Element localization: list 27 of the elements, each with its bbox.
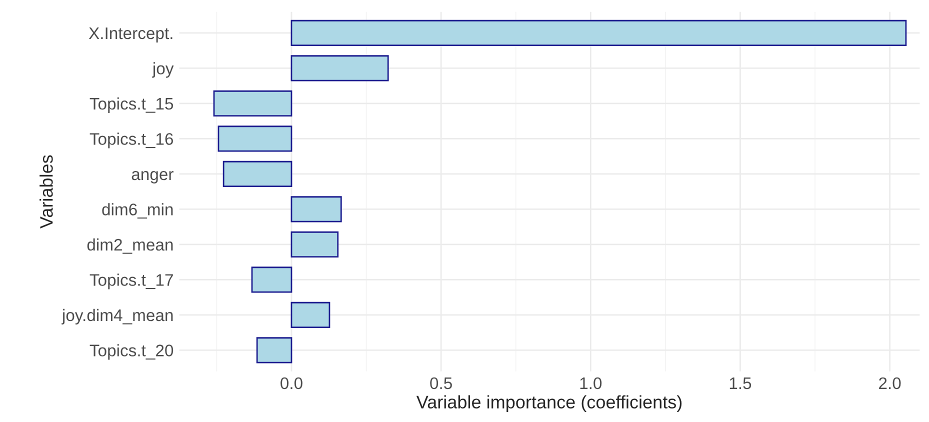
x-tick-label: 0.0 — [280, 377, 302, 390]
y-tick-label: X.Intercept. — [88, 28, 172, 42]
y-tick-label: dim2_mean — [87, 238, 173, 254]
bar — [222, 160, 292, 187]
y-tick-label: dim6_min — [102, 203, 173, 219]
bar — [218, 126, 292, 152]
x-tick-label: 1.5 — [730, 378, 752, 390]
bar — [290, 55, 389, 82]
y-tick-label: joy — [152, 62, 174, 78]
bar — [290, 231, 339, 258]
bar — [213, 90, 292, 116]
x-tick-label: 0.5 — [430, 377, 452, 390]
x-tick-label: 2.0 — [879, 377, 901, 390]
x-tick-label: 1.0 — [580, 377, 602, 390]
bar — [256, 337, 292, 364]
y-axis-title: Variables — [40, 155, 53, 228]
bar — [290, 302, 330, 328]
x-axis-title: Variable importance (coefficients) — [416, 395, 682, 412]
y-tick-label: anger — [132, 171, 174, 184]
bar — [290, 196, 342, 222]
y-tick-label: Topics.t_17 — [90, 274, 173, 290]
y-tick-label: Topics.t_16 — [90, 132, 174, 148]
bar — [251, 266, 292, 293]
bar — [290, 20, 907, 46]
y-tick-label: Topics.t_15 — [90, 97, 174, 113]
y-tick-label: joy.dim4_mean — [62, 308, 173, 324]
y-tick-label: Topics.t_20 — [90, 344, 174, 360]
